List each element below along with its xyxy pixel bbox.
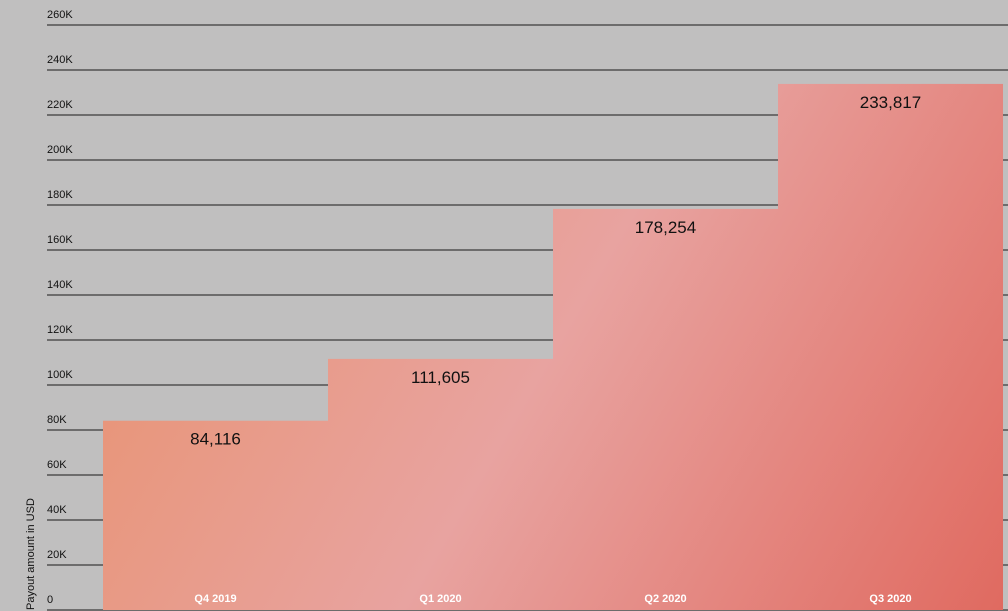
y-tick-label: 80K	[47, 414, 67, 426]
value-label: 178,254	[635, 218, 696, 237]
x-tick-label: Q1 2020	[419, 593, 461, 605]
y-tick-label: 40K	[47, 504, 67, 516]
y-tick-label: 20K	[47, 549, 67, 561]
x-tick-label: Q4 2019	[194, 593, 236, 605]
y-axis-label: Payout amount in USD	[25, 498, 37, 610]
y-tick-label: 60K	[47, 459, 67, 471]
y-tick-label: 220K	[47, 99, 73, 111]
y-tick-label: 140K	[47, 279, 73, 291]
y-tick-label: 180K	[47, 189, 73, 201]
y-tick-label: 240K	[47, 54, 73, 66]
value-label: 84,116	[190, 430, 241, 449]
y-tick-label: 160K	[47, 234, 73, 246]
value-label: 111,605	[411, 368, 470, 387]
bar	[328, 358, 553, 610]
bar	[553, 208, 778, 610]
bar	[778, 83, 1003, 611]
y-tick-label: 200K	[47, 144, 73, 156]
y-tick-label: 100K	[47, 369, 73, 381]
y-tick-label: 260K	[47, 9, 73, 21]
y-tick-label: 0	[47, 594, 53, 606]
value-label: 233,817	[860, 93, 921, 112]
bar	[103, 420, 328, 610]
x-tick-label: Q3 2020	[869, 593, 911, 605]
y-tick-label: 120K	[47, 324, 73, 336]
x-tick-label: Q2 2020	[644, 593, 686, 605]
